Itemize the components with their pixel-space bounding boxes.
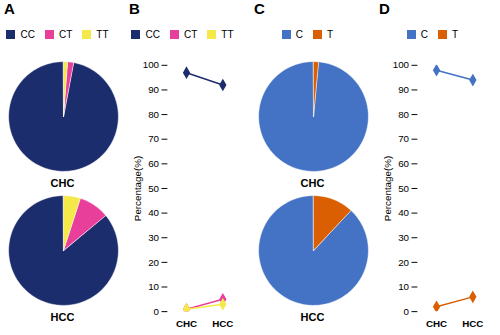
html-text:T: T <box>327 29 334 40</box>
svg-text:40: 40 <box>148 208 159 219</box>
svg-text:30: 30 <box>398 232 409 243</box>
html-text:A: A <box>4 0 15 17</box>
html-text:T: T <box>452 29 459 40</box>
svg-text:90: 90 <box>398 84 409 95</box>
svg-text:70: 70 <box>148 134 159 145</box>
html-text:TT: TT <box>221 29 234 40</box>
html-text:HCC: HCC <box>300 311 325 323</box>
svg-text:50: 50 <box>148 183 159 194</box>
html-text:B: B <box>129 0 140 17</box>
svg-text:70: 70 <box>398 134 409 145</box>
html-text:CC: CC <box>20 29 35 40</box>
html-text:HCC: HCC <box>50 311 75 323</box>
svg-text:HCC: HCC <box>462 319 483 330</box>
svg-text:10: 10 <box>148 281 159 292</box>
svg-text:20: 20 <box>398 257 409 268</box>
svg-text:20: 20 <box>148 257 159 268</box>
html-text:TT: TT <box>96 29 109 40</box>
svg-text:30: 30 <box>148 232 159 243</box>
svg-text:10: 10 <box>398 281 409 292</box>
svg-text:40: 40 <box>398 208 409 219</box>
html-text:CC: CC <box>145 29 160 40</box>
html-text:CHC: CHC <box>50 177 75 189</box>
svg-text:80: 80 <box>398 109 409 120</box>
svg-text:Percentage(%): Percentage(%) <box>382 156 393 221</box>
html-text:CT: CT <box>58 29 73 40</box>
html-text:CT: CT <box>183 29 198 40</box>
html-text:CHC: CHC <box>300 177 325 189</box>
svg-text:100: 100 <box>393 60 410 71</box>
svg-text:60: 60 <box>398 158 409 169</box>
svg-text:60: 60 <box>148 158 159 169</box>
svg-text:0: 0 <box>404 306 410 317</box>
svg-text:100: 100 <box>143 60 160 71</box>
html-text:C: C <box>254 0 265 17</box>
svg-text:CHC: CHC <box>426 319 447 330</box>
html-text:C: C <box>420 29 429 40</box>
svg-text:CHC: CHC <box>176 319 197 330</box>
svg-text:50: 50 <box>398 183 409 194</box>
html-text:C: C <box>295 29 304 40</box>
svg-text:HCC: HCC <box>212 319 233 330</box>
svg-text:80: 80 <box>148 109 159 120</box>
svg-text:Percentage(%): Percentage(%) <box>132 156 143 221</box>
svg-text:90: 90 <box>148 84 159 95</box>
svg-text:0: 0 <box>154 306 160 317</box>
html-text:D: D <box>379 0 390 17</box>
